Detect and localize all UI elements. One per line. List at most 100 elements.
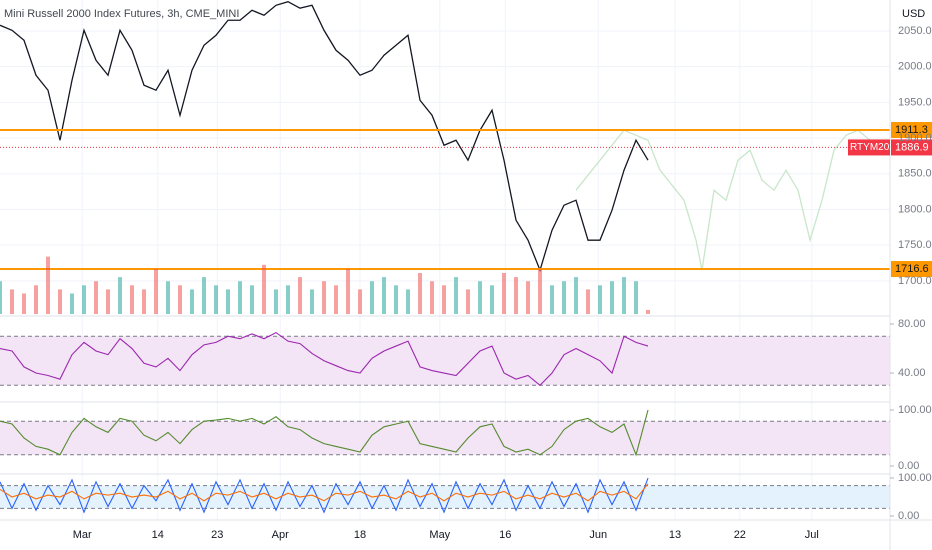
volume-bar <box>130 285 135 314</box>
volume-bar <box>250 285 255 314</box>
volume-bar <box>622 277 627 314</box>
volume-bar <box>190 289 195 314</box>
volume-bar <box>454 277 459 314</box>
y-tick-label: 100.00 <box>898 472 932 484</box>
volume-bar <box>550 285 555 314</box>
x-tick-label: 23 <box>211 529 223 541</box>
volume-bar <box>646 309 651 314</box>
indicator-line <box>0 409 649 457</box>
volume-bar <box>166 281 171 314</box>
y-tick-label: 100.00 <box>898 404 932 416</box>
volume-bar <box>418 273 423 314</box>
volume-bar <box>178 285 183 314</box>
volume-bar <box>430 281 435 314</box>
volume-bar <box>538 268 543 314</box>
volume-bar <box>346 268 351 314</box>
volume-bar <box>406 289 411 314</box>
band <box>0 485 890 509</box>
volume-bar <box>514 277 519 314</box>
volume-bar <box>562 281 567 314</box>
chart-title: Mini Russell 2000 Index Futures, 3h, CME… <box>4 8 239 20</box>
volume-bar <box>526 281 531 314</box>
volume-bar <box>586 289 591 314</box>
x-tick-label: May <box>429 529 450 541</box>
volume-bar <box>298 277 303 314</box>
y-tick-label: 0.00 <box>898 460 919 472</box>
y-tick-label: 2050.0 <box>898 25 932 37</box>
y-tick-label: 0.00 <box>898 510 919 522</box>
volume-bar <box>334 285 339 314</box>
volume-bar <box>286 285 291 314</box>
symbol-label: RTYM2022 <box>850 142 901 153</box>
volume-bar <box>502 273 507 314</box>
x-tick-label: 13 <box>669 529 681 541</box>
volume-bar <box>46 256 51 314</box>
x-tick-label: Apr <box>272 529 289 541</box>
volume-bar <box>0 281 2 314</box>
x-tick-label: 18 <box>354 529 366 541</box>
volume-bar <box>214 285 219 314</box>
x-tick-label: Mar <box>73 529 92 541</box>
volume-bar <box>70 293 75 314</box>
volume-bar <box>106 289 111 314</box>
volume-bar <box>94 281 99 314</box>
volume-bar <box>394 285 399 314</box>
volume-bar <box>310 289 315 314</box>
volume-bar <box>274 289 279 314</box>
y-tick-label: 80.00 <box>898 318 926 330</box>
plot-area <box>0 0 890 520</box>
volume-bar <box>82 285 87 314</box>
volume-bar <box>598 285 603 314</box>
y-tick-label: 1900.0 <box>898 132 932 144</box>
volume-bar <box>202 277 207 314</box>
y-tick-label: 1950.0 <box>898 96 932 108</box>
volume-bar <box>10 289 15 314</box>
volume-bar <box>142 289 147 314</box>
level-label-box <box>891 261 932 278</box>
y-tick-label: 1850.0 <box>898 168 932 180</box>
level-label: 1716.6 <box>895 263 929 275</box>
y-tick-label: 1750.0 <box>898 239 932 251</box>
indicator-line <box>0 477 649 514</box>
volume-bar <box>490 285 495 314</box>
x-tick-label: Jun <box>589 529 607 541</box>
y-tick-label: 1700.0 <box>898 275 932 287</box>
volume-bar <box>22 293 27 314</box>
last-price-label: 1886.9 <box>895 141 929 153</box>
indicator-line <box>0 483 649 502</box>
price-line <box>575 129 889 271</box>
x-tick-label: 14 <box>152 529 164 541</box>
symbol-box <box>848 139 890 156</box>
volume-bar <box>262 264 267 314</box>
volume-bar <box>238 281 243 314</box>
x-tick-label: 16 <box>499 529 511 541</box>
x-tick-label: Jul <box>805 529 819 541</box>
volume-bar <box>634 281 639 314</box>
volume-bar <box>118 277 123 314</box>
indicator-line <box>0 331 649 387</box>
time-axis <box>0 520 932 550</box>
volume-bar <box>58 289 63 314</box>
level-label-box <box>891 122 932 139</box>
volume-bar <box>358 289 363 314</box>
volume-bar <box>478 281 483 314</box>
band <box>0 336 890 386</box>
volume-bar <box>226 289 231 314</box>
volume-bar <box>466 289 471 314</box>
volume-bar <box>370 281 375 314</box>
y-tick-label: 2000.0 <box>898 61 932 73</box>
volume-bar <box>382 277 387 314</box>
volume-bar <box>34 285 39 314</box>
volume-bar <box>610 281 615 314</box>
volume-bar <box>442 285 447 314</box>
last-price-box <box>891 139 932 156</box>
level-label: 1911.3 <box>895 124 928 136</box>
volume-bar <box>322 281 327 314</box>
y-tick-label: 1800.0 <box>898 203 932 215</box>
x-tick-label: 22 <box>734 529 746 541</box>
volume-bar <box>154 268 159 314</box>
volume-bar <box>574 277 579 314</box>
